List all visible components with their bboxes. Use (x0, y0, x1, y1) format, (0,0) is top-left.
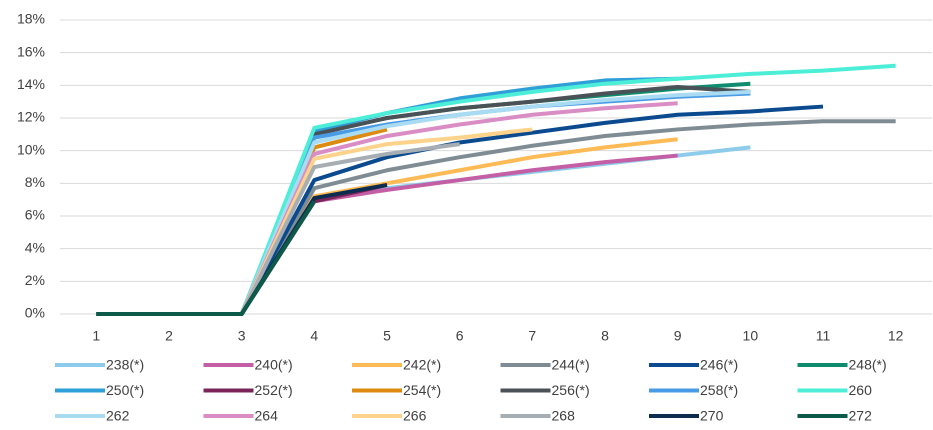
x-tick-label: 12 (888, 328, 904, 344)
legend-label: 258(*) (700, 382, 738, 398)
legend-label: 254(*) (403, 382, 441, 398)
legend-label: 260 (849, 382, 873, 398)
x-tick-label: 9 (674, 328, 682, 344)
y-tick-label: 6% (25, 207, 45, 223)
y-tick-label: 12% (17, 109, 45, 125)
y-tick-label: 16% (17, 43, 45, 59)
legend-label: 244(*) (552, 357, 590, 373)
y-tick-label: 4% (25, 239, 45, 255)
legend-label: 272 (849, 408, 873, 424)
x-tick-label: 8 (601, 328, 609, 344)
series-line (96, 89, 751, 316)
series-line (96, 101, 678, 316)
y-tick-label: 14% (17, 76, 45, 92)
x-tick-label: 3 (238, 328, 246, 344)
x-tick-label: 5 (383, 328, 391, 344)
x-tick-label: 7 (528, 328, 536, 344)
series-line (96, 182, 388, 316)
x-tick-label: 6 (456, 328, 464, 344)
legend-label: 270 (700, 408, 724, 424)
legend-label: 256(*) (552, 382, 590, 398)
x-tick-label: 11 (816, 328, 831, 344)
series-line (96, 200, 317, 316)
legend-label: 248(*) (849, 357, 887, 373)
legend-label: 252(*) (255, 382, 293, 398)
legend-label: 246(*) (700, 357, 738, 373)
y-tick-label: 10% (17, 141, 45, 157)
legend-label: 250(*) (106, 382, 144, 398)
legend-label: 266 (403, 408, 427, 424)
legend-label: 262 (106, 408, 130, 424)
legend-label: 264 (255, 408, 279, 424)
legend-label: 238(*) (106, 357, 144, 373)
x-tick-label: 10 (743, 328, 759, 344)
legend-label: 240(*) (255, 357, 293, 373)
x-tick-label: 2 (165, 328, 173, 344)
legend-label: 268 (552, 408, 576, 424)
x-tick-label: 4 (310, 328, 318, 344)
series-line (96, 145, 751, 316)
series-line (96, 183, 388, 316)
y-tick-label: 0% (25, 305, 45, 321)
y-tick-label: 8% (25, 174, 45, 190)
series-line (96, 127, 388, 316)
series-line (96, 153, 678, 316)
y-tick-label: 2% (25, 272, 45, 288)
legend-label: 242(*) (403, 357, 441, 373)
x-tick-label: 1 (92, 328, 100, 344)
y-tick-label: 18% (17, 11, 45, 27)
